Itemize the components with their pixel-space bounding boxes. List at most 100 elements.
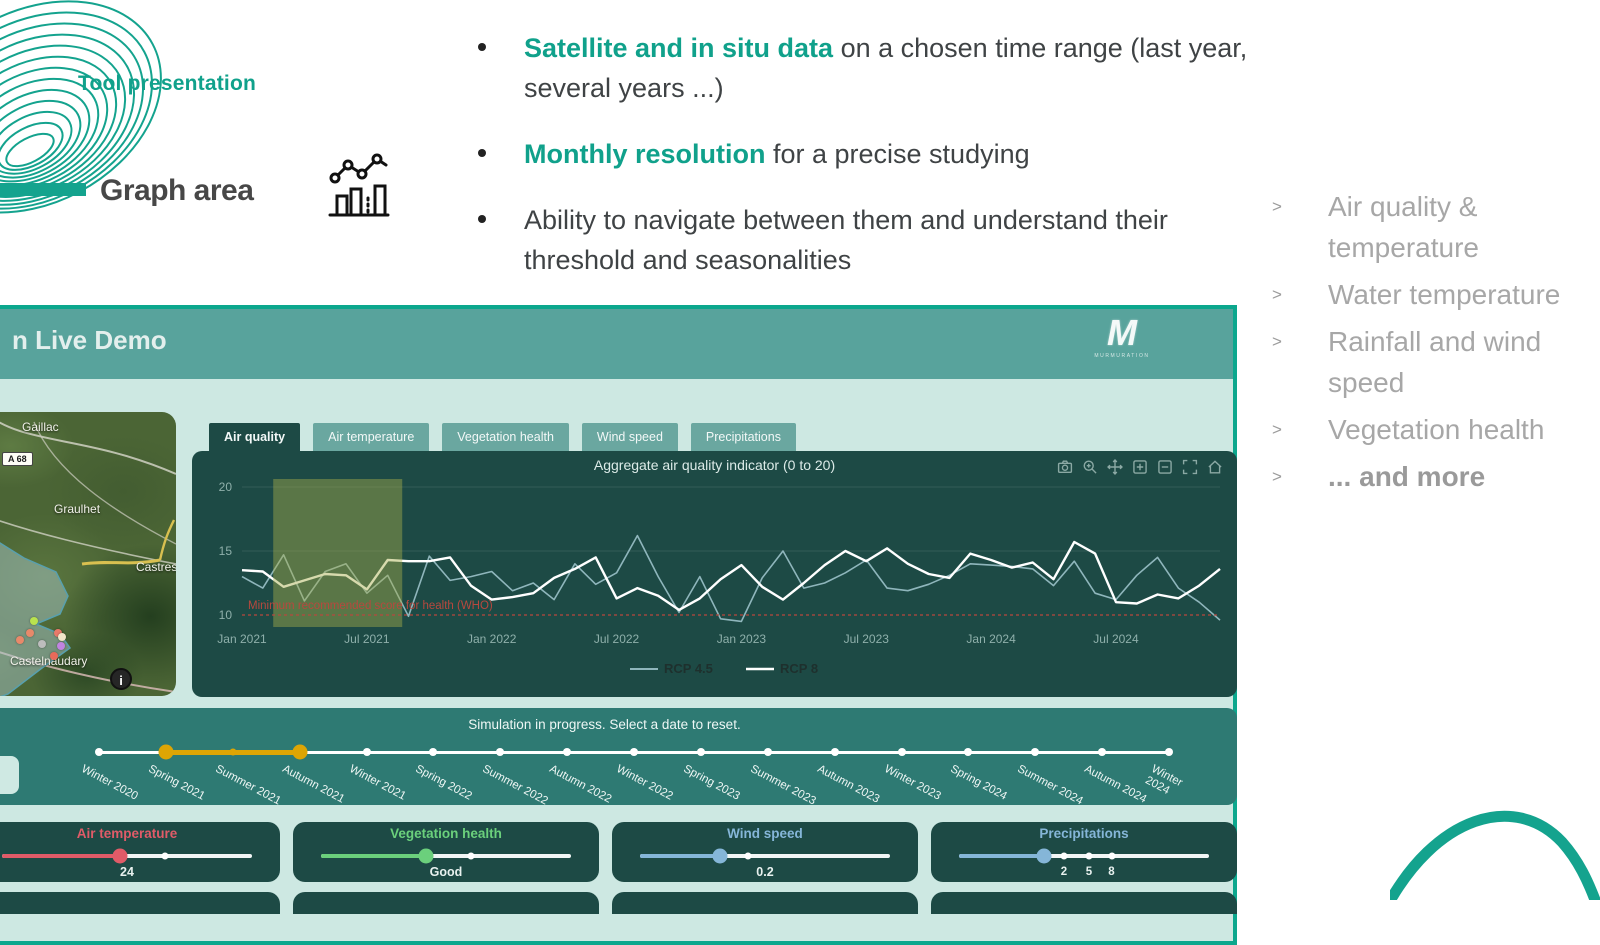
slider-thumb[interactable] bbox=[712, 848, 728, 864]
chart-title: Aggregate air quality indicator (0 to 20… bbox=[594, 457, 835, 473]
season-label: Winter 2023 bbox=[881, 763, 943, 803]
svg-text:Jul 2023: Jul 2023 bbox=[844, 632, 890, 646]
timeline-dot-winter-2020[interactable] bbox=[95, 748, 103, 756]
slider-label: Vegetation health bbox=[390, 826, 502, 841]
cut-off-card bbox=[0, 892, 280, 914]
logo-wordmark: MURMURATION bbox=[1094, 353, 1150, 359]
murmuration-logo: M MURMURATION bbox=[1082, 313, 1162, 375]
tab-vegetation-health[interactable]: Vegetation health bbox=[442, 423, 569, 451]
slider-track[interactable] bbox=[321, 854, 571, 858]
season-label: Spring 2024 bbox=[948, 763, 1010, 803]
slider-label: Wind speed bbox=[727, 826, 803, 841]
slider-step-dot[interactable] bbox=[161, 852, 168, 860]
map-marker[interactable] bbox=[26, 629, 34, 637]
feature-label: Air quality & temperature bbox=[1328, 191, 1479, 263]
tab-air-temperature[interactable]: Air temperature bbox=[313, 423, 430, 451]
map-marker[interactable] bbox=[57, 642, 65, 650]
timeline-dot-summer-2024[interactable] bbox=[1031, 748, 1040, 756]
tab-precipitations[interactable]: Precipitations bbox=[690, 423, 796, 451]
season-label: Autumn 2021 bbox=[279, 763, 347, 806]
map-marker[interactable] bbox=[16, 636, 24, 644]
timeline-dot-summer-2021[interactable] bbox=[229, 748, 237, 756]
map-town-label: Graulhet bbox=[54, 502, 101, 516]
timeline-dot-winter-2021[interactable] bbox=[362, 748, 371, 756]
feature-item: > Water temperature bbox=[1272, 274, 1572, 315]
autoscale-icon[interactable] bbox=[1182, 459, 1198, 475]
home-icon[interactable] bbox=[1207, 459, 1223, 475]
timeline-dot-autumn-2024[interactable] bbox=[1098, 748, 1107, 756]
corner-arc-decoration bbox=[1390, 810, 1600, 900]
slider-step-dot[interactable] bbox=[467, 852, 475, 860]
svg-text:Jan 2022: Jan 2022 bbox=[467, 632, 517, 646]
chevron-right-icon: > bbox=[1272, 332, 1282, 351]
slider-step-dot[interactable] bbox=[744, 852, 751, 860]
tab-air-quality[interactable]: Air quality bbox=[209, 423, 301, 451]
slider-dot-label: 8 bbox=[1108, 866, 1115, 878]
season-label: Summer 2024 bbox=[1015, 763, 1086, 808]
svg-text:Jan 2024: Jan 2024 bbox=[966, 632, 1016, 646]
season-label: Winter 2020 bbox=[79, 763, 140, 803]
map-marker[interactable] bbox=[58, 633, 66, 641]
map-marker[interactable] bbox=[38, 640, 46, 648]
chevron-right-icon: > bbox=[1272, 420, 1282, 439]
tab-wind-speed[interactable]: Wind speed bbox=[581, 423, 678, 451]
camera-icon[interactable] bbox=[1057, 459, 1073, 475]
slider-step-dot[interactable] bbox=[1085, 852, 1093, 860]
timeline-dot-summer-2022[interactable] bbox=[496, 748, 505, 756]
svg-text:10: 10 bbox=[219, 608, 233, 622]
season-label: Autumn 2024 bbox=[1082, 763, 1149, 806]
slider-thumb[interactable] bbox=[1036, 848, 1052, 864]
map-info-icon[interactable]: i bbox=[110, 668, 132, 690]
timeline-dot-spring-2022[interactable] bbox=[429, 748, 438, 756]
map-marker[interactable] bbox=[30, 617, 38, 625]
bullet-text: Ability to navigate between them and und… bbox=[524, 205, 1168, 275]
season-label: Summer 2021 bbox=[213, 763, 283, 808]
slider-step-dot[interactable] bbox=[1108, 852, 1115, 860]
next-row-cards-cut bbox=[0, 892, 1237, 914]
timeline-dot-autumn-2023[interactable] bbox=[830, 748, 839, 756]
slider-track[interactable] bbox=[640, 854, 890, 858]
feature-list: > Air quality & temperature > Water tempe… bbox=[1272, 186, 1572, 503]
zoom-out-icon[interactable] bbox=[1157, 459, 1173, 475]
timeline-dot-winter-2022[interactable] bbox=[630, 748, 638, 756]
timeline-side-button[interactable] bbox=[0, 756, 19, 794]
timeline-dot-spring-2023[interactable] bbox=[696, 748, 705, 756]
parameter-card-wind-speed: Wind speed 0.2 bbox=[612, 822, 918, 882]
road-badge: A 68 bbox=[2, 452, 33, 466]
season-label: Winter 2024 bbox=[1143, 763, 1185, 798]
pan-icon[interactable] bbox=[1107, 459, 1123, 475]
slider-value: Good bbox=[429, 865, 463, 879]
cut-off-card bbox=[612, 892, 918, 914]
timeline-dot-spring-2024[interactable] bbox=[964, 748, 973, 756]
slider-thumb[interactable] bbox=[418, 848, 434, 864]
chart-panel: 10 15 20 Minimum recommended score for heal… bbox=[192, 451, 1237, 697]
svg-text:Jan 2023: Jan 2023 bbox=[717, 632, 767, 646]
timeline-dot-winter-2024[interactable] bbox=[1165, 748, 1173, 756]
slider-track[interactable] bbox=[2, 854, 252, 858]
air-quality-chart[interactable]: 10 15 20 Minimum recommended score for heal… bbox=[192, 451, 1237, 697]
bullet-lead: Satellite and in situ data bbox=[524, 33, 834, 63]
legend-entry: RCP 8 bbox=[780, 661, 818, 676]
season-label: Autumn 2023 bbox=[814, 763, 882, 806]
map-town-label: Castelnaudary bbox=[10, 654, 88, 668]
bullet-lead: Monthly resolution bbox=[524, 139, 766, 169]
zoom-icon[interactable] bbox=[1082, 459, 1098, 475]
timeline-dot-autumn-2022[interactable] bbox=[563, 748, 572, 756]
timeline-dot-autumn-2021[interactable] bbox=[292, 744, 308, 760]
slider-track[interactable] bbox=[959, 854, 1209, 858]
timeline-dot-summer-2023[interactable] bbox=[763, 748, 772, 756]
timeline-dot-spring-2021[interactable] bbox=[158, 744, 174, 760]
map-marker[interactable] bbox=[50, 652, 58, 660]
slider-thumb[interactable] bbox=[112, 848, 127, 864]
season-label: Winter 2021 bbox=[346, 763, 408, 803]
zoom-in-icon[interactable] bbox=[1132, 459, 1148, 475]
feature-item: > Air quality & temperature bbox=[1272, 186, 1572, 268]
map-marker[interactable] bbox=[54, 629, 62, 637]
slider-fill bbox=[640, 854, 720, 858]
slider-value: 0.2 bbox=[756, 865, 774, 879]
timeline-dot-winter-2023[interactable] bbox=[897, 748, 906, 756]
slider-step-dot[interactable] bbox=[1060, 852, 1068, 860]
page-title: Graph area bbox=[100, 174, 254, 207]
svg-text:Jul 2024: Jul 2024 bbox=[1093, 632, 1139, 646]
